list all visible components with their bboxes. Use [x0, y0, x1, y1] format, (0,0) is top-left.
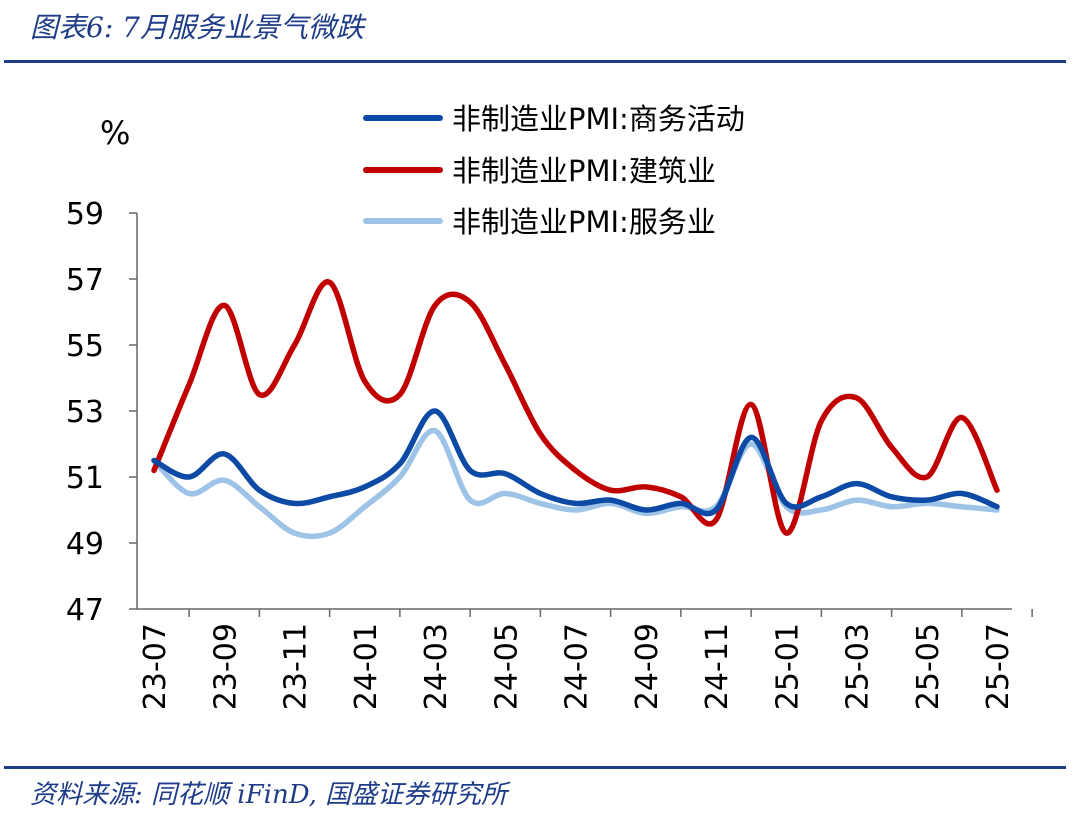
y-tick-label: 53 — [66, 395, 104, 430]
x-tick-label: 25-07 — [981, 623, 1016, 710]
chart-title: 图表6: 7月服务业景气微跌 — [30, 11, 364, 44]
axes: 47 49 51 53 55 57 59 23-07 23-09 23-11 24-01 24-03 2… — [66, 197, 1033, 710]
series-line-business-activity — [151, 408, 1000, 517]
footer-divider — [4, 766, 1066, 769]
x-tick-label: 25-03 — [841, 623, 876, 710]
series-line-services — [151, 428, 1000, 540]
x-tick-label: 23-09 — [208, 623, 243, 710]
y-axis-unit-label: % — [100, 114, 130, 152]
legend-label: 非制造业PMI:商务活动 — [452, 102, 745, 136]
x-tick-label: 25-01 — [770, 623, 805, 710]
y-tick-label: 49 — [66, 527, 104, 562]
x-tick-label: 24-11 — [700, 623, 735, 710]
x-tick-label: 24-09 — [630, 623, 665, 710]
y-tick-label: 47 — [66, 593, 104, 628]
x-tick-label: 23-07 — [138, 623, 173, 710]
y-tick-label: 59 — [66, 197, 104, 232]
x-tick-label: 24-05 — [489, 623, 524, 710]
x-tick-label: 25-05 — [911, 623, 946, 710]
x-tick-label: 24-01 — [349, 623, 384, 710]
y-tick-label: 55 — [66, 329, 104, 364]
series-lines — [151, 279, 1000, 540]
series-line-construction — [151, 279, 1000, 536]
x-tick-label: 24-07 — [560, 623, 595, 710]
y-tick-label: 57 — [66, 263, 104, 298]
x-tick-label: 23-11 — [279, 623, 314, 710]
legend-label: 非制造业PMI:服务业 — [452, 205, 716, 239]
y-tick-label: 51 — [66, 461, 104, 496]
x-tick-label: 24-03 — [419, 623, 454, 710]
legend-label: 非制造业PMI:建筑业 — [452, 154, 716, 188]
source-note: 资料来源: 同花顺 iFinD, 国盛证券研究所 — [30, 780, 508, 810]
header-divider — [4, 60, 1066, 63]
